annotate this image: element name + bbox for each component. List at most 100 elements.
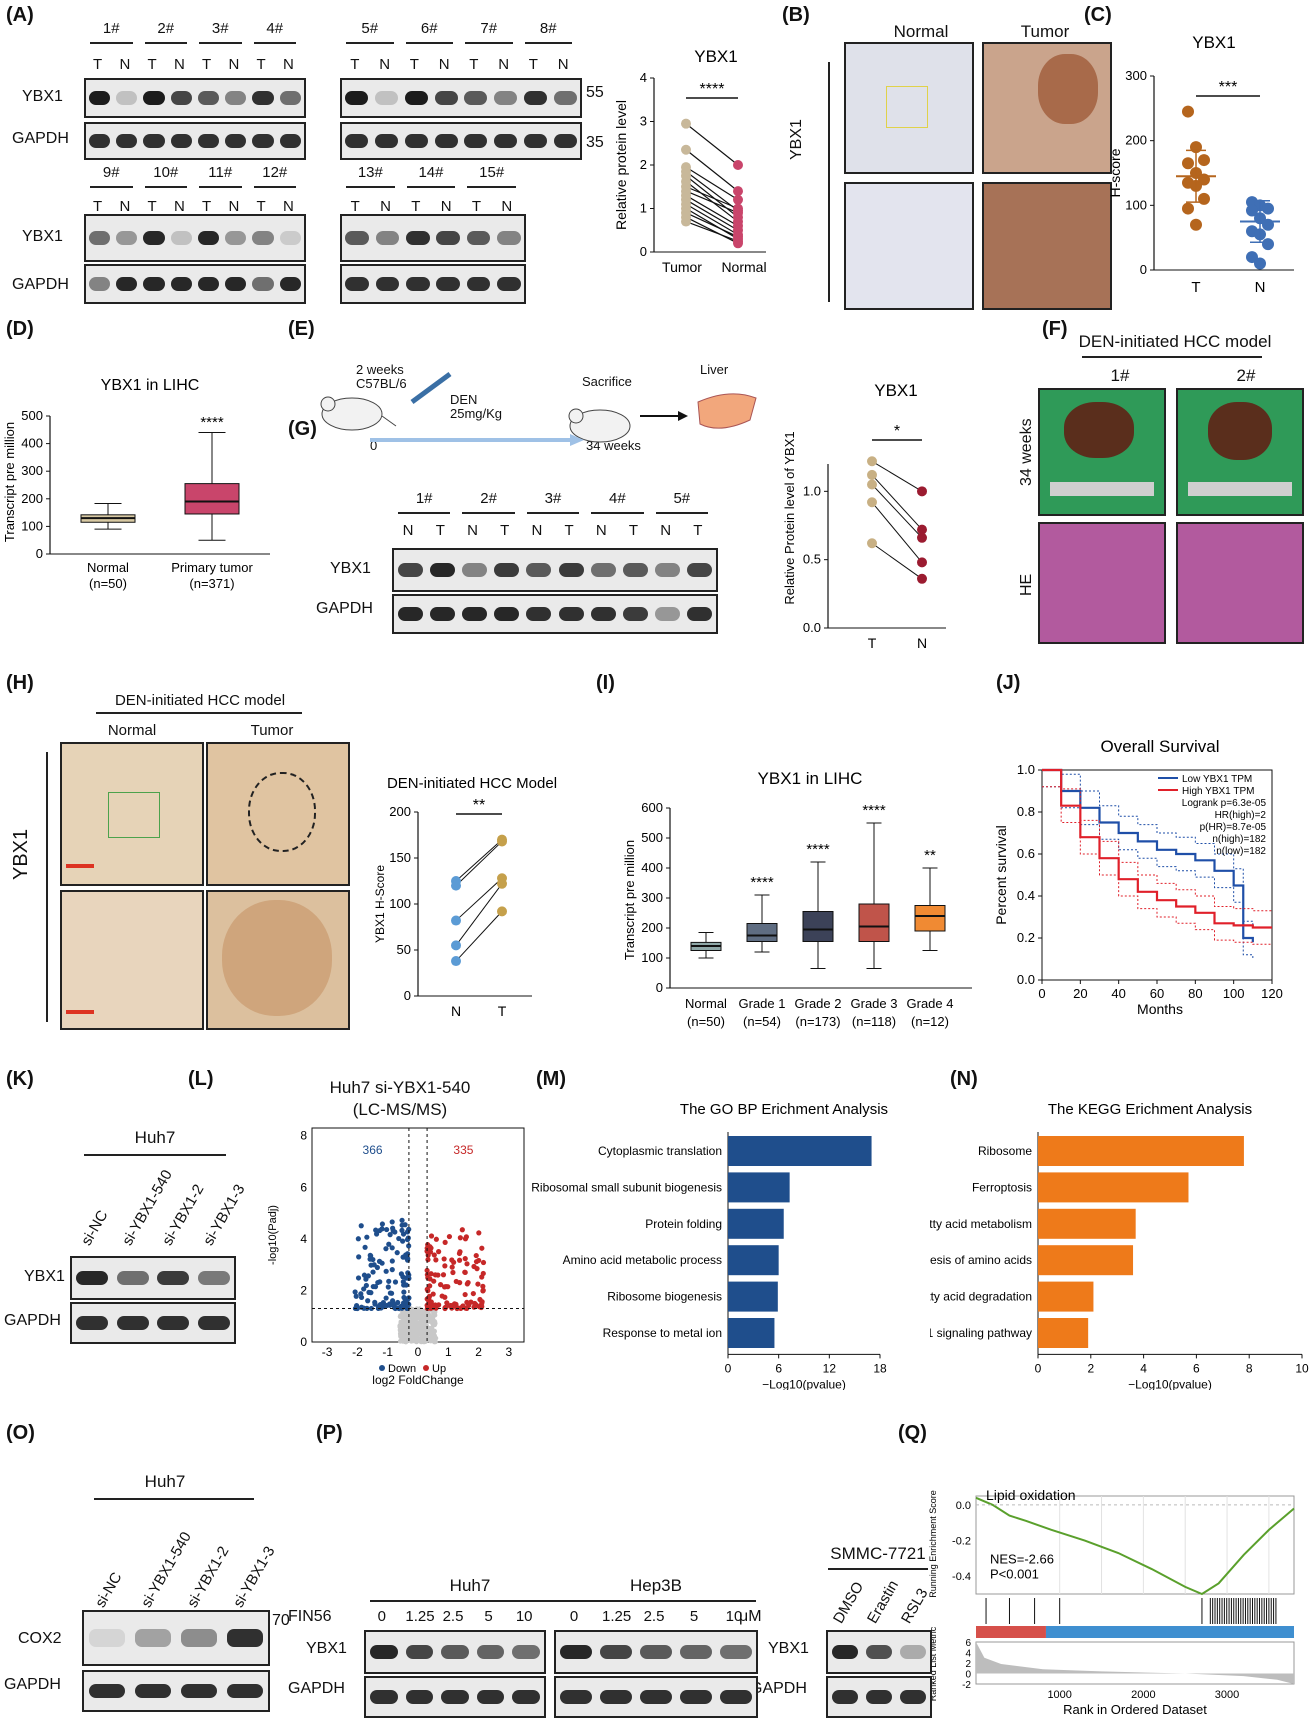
sample-underline (90, 42, 133, 44)
x-tick-label: Normal (721, 259, 766, 275)
sig-stars: **** (700, 81, 725, 98)
lane-label: N (402, 522, 414, 539)
box (746, 923, 778, 942)
t-point (1190, 218, 1202, 231)
category-label: HIF−1 signaling pathway (930, 1326, 1032, 1340)
n-point (451, 880, 461, 891)
legend-label: Down (388, 1363, 416, 1375)
up-point (424, 1248, 430, 1254)
up-point (456, 1250, 463, 1257)
ns-point (410, 1326, 416, 1331)
category-label: Ribosomal small subunit biogenesis (531, 1180, 722, 1194)
down-point (355, 1236, 361, 1242)
y-tick-label: 200 (641, 920, 663, 935)
t-point (867, 469, 877, 480)
lane-label: T (471, 198, 482, 215)
bar (728, 1318, 775, 1348)
category-label: Ribosome (978, 1144, 1032, 1158)
y-tick-label: 100 (21, 518, 43, 533)
n-point (917, 486, 927, 497)
blot-row-label: GAPDH (750, 1680, 807, 1697)
normal-point (733, 186, 743, 197)
schematic-text: 0 (370, 438, 378, 453)
ns-point (432, 1336, 438, 1342)
down-point (355, 1275, 362, 1281)
y-tick-label: 0 (640, 244, 647, 259)
blot-band (590, 563, 616, 577)
p-cell: Hep3B (630, 1576, 682, 1595)
n-point (917, 557, 927, 568)
up-point (424, 1286, 430, 1292)
rank-strip-pos (976, 1626, 1046, 1638)
chart-title: DEN-initiated HCC Model (387, 775, 557, 792)
f-row-label: 34 weeks (1018, 418, 1035, 486)
y-tick-label: 200 (389, 804, 411, 819)
blot-band (436, 231, 460, 245)
ihc-normal-low (844, 42, 974, 174)
x-axis-label: log2 FoldChange (372, 1373, 464, 1387)
up-point (464, 1261, 470, 1267)
ns-point (426, 1312, 432, 1318)
down-point (379, 1226, 385, 1232)
low-ci-upper (1042, 769, 1254, 926)
lane-label: T (693, 522, 703, 539)
o-cell: Huh7 (144, 1472, 186, 1491)
up-point (442, 1304, 448, 1311)
up-point (444, 1300, 450, 1306)
tumor-point (681, 216, 691, 227)
ns-point (401, 1333, 407, 1339)
blot-band (225, 134, 247, 148)
high-ci-lower (1042, 786, 1272, 945)
blot-band (687, 607, 713, 621)
down-point (392, 1279, 399, 1285)
blot-band (345, 277, 369, 291)
mw-marker-55: 55 (586, 84, 604, 101)
stat-label: n(high)=182 (1212, 834, 1266, 845)
sample-underline (144, 186, 187, 188)
enrichment-line (975, 1496, 1295, 1596)
down-point (373, 1231, 380, 1237)
blot-ybx1 (554, 1630, 758, 1674)
ns-point (402, 1339, 408, 1344)
y-tick-label: -0.4 (952, 1571, 971, 1583)
ns-point (431, 1329, 437, 1335)
t-point (1182, 105, 1194, 118)
sample-label: 9# (102, 164, 120, 181)
x-tick-label: 120 (1261, 986, 1283, 1001)
blot-band (464, 91, 488, 105)
x-tick-label: 10 (1295, 1361, 1309, 1375)
km-chart-j: Overall Survival 0.0 0.2 0.4 0.6 0.8 1.0 0 20 40 6… (993, 737, 1283, 1017)
blot-band (899, 1645, 927, 1659)
sample-underline (346, 42, 394, 44)
category-label: Response to metal ion (603, 1326, 722, 1340)
blot-band (464, 134, 488, 148)
volcano-chart-l: 0 2 4 6 8 -3 -2 -1 0 1 2 3 -log10(Padj) log2 FoldChan… (267, 1127, 525, 1387)
x-tick-label: Tumor (662, 259, 702, 275)
pair-line (871, 542, 923, 580)
y-tick-label: 0.8 (1017, 804, 1035, 819)
x-tick-label: Grade 2 (795, 996, 842, 1011)
n-point (451, 956, 461, 967)
down-point (371, 1262, 377, 1268)
sample-underline (591, 512, 644, 514)
down-point (372, 1301, 378, 1307)
down-point (406, 1226, 412, 1232)
blot-band (494, 607, 520, 621)
lane-label: T (528, 56, 538, 73)
blot-band (369, 1645, 398, 1659)
lane-label: N (119, 56, 131, 73)
up-point (459, 1227, 465, 1233)
blot-ybx1 (364, 1630, 546, 1674)
blot-band (375, 91, 399, 105)
pair-line (455, 839, 503, 882)
y-axis-label: -log10(Padj) (267, 1205, 279, 1265)
lane-label: N (173, 56, 185, 73)
schematic-text: 2 weeks (356, 362, 404, 377)
p-underline (370, 1600, 570, 1602)
blot-band (655, 607, 681, 621)
blot-band (680, 1645, 712, 1659)
ihc-column-normal: Normal (893, 22, 949, 41)
n-point (917, 524, 927, 535)
up-point (470, 1290, 476, 1297)
blot-ybx1 (70, 1256, 236, 1300)
